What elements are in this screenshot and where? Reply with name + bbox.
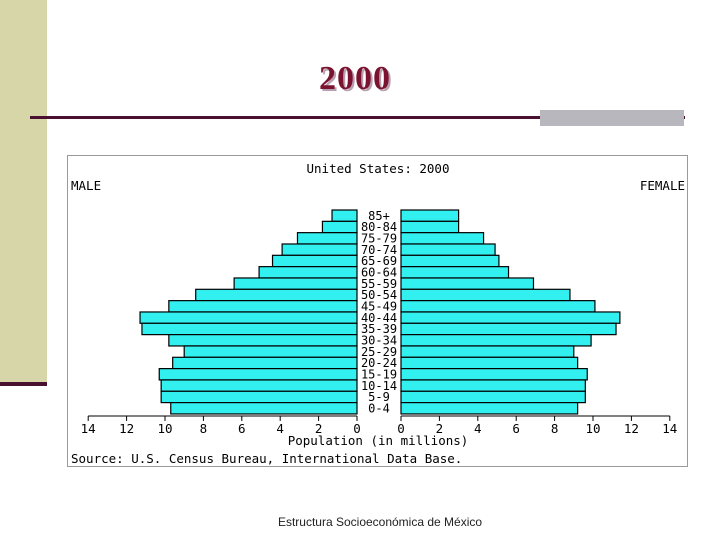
female-bar-75-79 (400, 232, 485, 245)
female-bar-35-39 (400, 322, 617, 336)
female-bar-40-44 (400, 311, 621, 324)
female-bar-0-4 (400, 402, 579, 415)
male-tick-label: 8 (200, 421, 208, 436)
age-group-label: 0-4 (368, 401, 390, 415)
male-bar-30-34 (168, 334, 358, 347)
female-label: FEMALE (640, 178, 685, 193)
male-bar-75-79 (296, 232, 358, 245)
female-tick-label: 14 (662, 421, 677, 436)
male-bar-25-29 (183, 345, 358, 358)
age-group-label: 5-9 (368, 390, 390, 404)
male-label: MALE (71, 178, 101, 193)
source-note: Source: U.S. Census Bureau, Internationa… (71, 451, 462, 466)
male-tick-label: 12 (119, 421, 134, 436)
male-tick-label: 10 (157, 421, 172, 436)
age-group-label: 15-19 (361, 367, 397, 381)
axes-group: 14 12 10 8 6 4 2 0 0 2 4 6 8 10 12 14 (81, 415, 677, 436)
age-group-label: 35-39 (361, 322, 397, 336)
female-bar-80-84 (400, 220, 460, 234)
age-group-label: 85+ (368, 209, 390, 223)
male-bar-10-14 (160, 379, 358, 392)
female-bar-20-24 (400, 356, 579, 370)
male-bar-70-74 (281, 243, 358, 256)
age-group-label: 25-29 (361, 345, 397, 359)
male-bar-0-4 (170, 402, 358, 415)
slide-footer: Estructura Socioeconómica de México (277, 515, 483, 529)
male-tick-label: 2 (315, 421, 323, 436)
chart-canvas: United States: 2000 MALE FEMALE Populati… (71, 161, 685, 466)
male-bar-85+ (331, 209, 358, 222)
male-bar-40-44 (139, 311, 358, 324)
age-group-label: 70-74 (361, 243, 397, 257)
title-divider (30, 116, 685, 119)
female-tick-label: 6 (512, 421, 520, 436)
male-bar-5-9 (160, 390, 358, 404)
female-bar-55-59 (400, 277, 535, 290)
male-bar-65-69 (271, 254, 358, 268)
bars-group: 85+80-8475-7970-7465-6960-6455-5950-5445… (139, 209, 621, 415)
female-bar-15-19 (400, 368, 588, 381)
female-tick-label: 4 (474, 421, 482, 436)
male-bar-60-64 (258, 266, 358, 279)
female-bar-5-9 (400, 390, 586, 404)
female-tick-label: 12 (624, 421, 639, 436)
female-tick-label: 8 (551, 421, 559, 436)
male-tick-label: 0 (353, 421, 361, 436)
female-bar-10-14 (400, 379, 586, 392)
age-group-label: 65-69 (361, 254, 397, 268)
male-tick-label: 14 (81, 421, 96, 436)
sidebar-decoration (0, 0, 47, 383)
female-bar-85+ (400, 209, 460, 222)
age-group-label: 10-14 (361, 379, 397, 393)
male-bar-35-39 (141, 322, 358, 336)
age-group-label: 55-59 (361, 277, 397, 291)
female-bar-50-54 (400, 288, 571, 302)
female-tick-label: 2 (436, 421, 444, 436)
female-bar-25-29 (400, 345, 575, 358)
age-group-label: 80-84 (361, 220, 397, 234)
female-tick-label: 10 (585, 421, 600, 436)
age-group-label: 60-64 (361, 265, 397, 279)
x-axis-label: Population (in millions) (288, 433, 469, 448)
female-bar-30-34 (400, 334, 592, 347)
age-group-label: 45-49 (361, 299, 397, 313)
male-bar-80-84 (321, 220, 358, 234)
female-bar-65-69 (400, 254, 500, 268)
male-bar-50-54 (195, 288, 358, 302)
population-pyramid-chart: United States: 2000 MALE FEMALE Populati… (67, 155, 688, 467)
male-tick-label: 4 (276, 421, 284, 436)
sidebar-underline (0, 382, 47, 386)
female-bar-45-49 (400, 300, 596, 313)
male-bar-15-19 (158, 368, 358, 381)
age-group-label: 75-79 (361, 231, 397, 245)
age-group-label: 20-24 (361, 356, 397, 370)
male-bar-55-59 (233, 277, 358, 290)
female-bar-60-64 (400, 266, 510, 279)
age-group-label: 50-54 (361, 288, 397, 302)
male-bar-45-49 (168, 300, 358, 313)
male-bar-20-24 (172, 356, 358, 370)
title-divider-accent (540, 110, 684, 126)
slide-title: 2000 (319, 60, 391, 97)
age-group-label: 40-44 (361, 311, 397, 325)
age-group-label: 30-34 (361, 333, 397, 347)
female-tick-label: 0 (397, 421, 405, 436)
chart-title: United States: 2000 (307, 161, 450, 176)
female-bar-70-74 (400, 243, 496, 256)
male-tick-label: 6 (238, 421, 246, 436)
